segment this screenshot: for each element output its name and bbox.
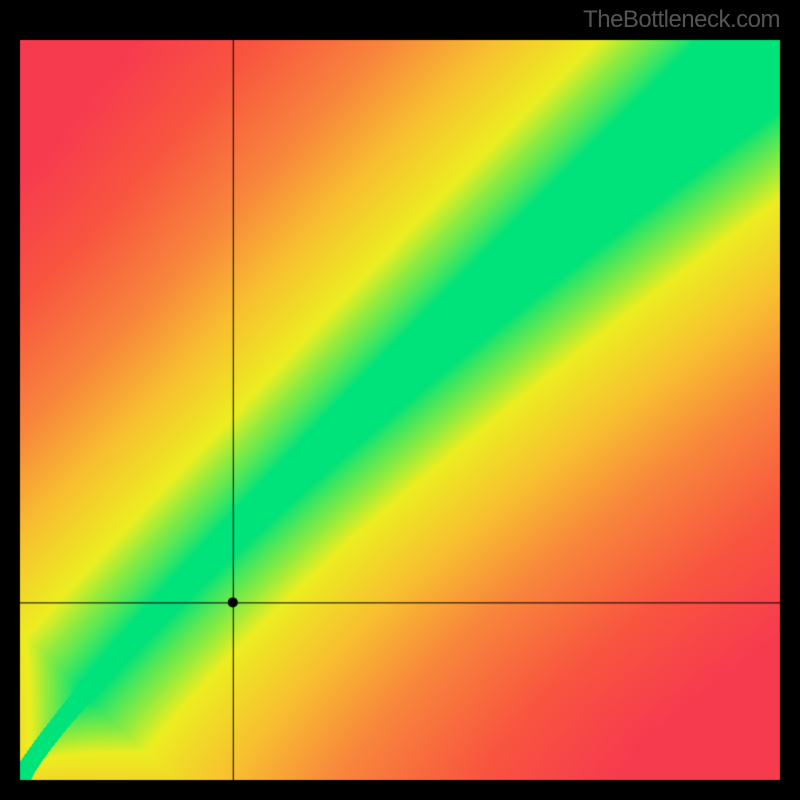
chart-container: TheBottleneck.com: [0, 0, 800, 800]
watermark-text: TheBottleneck.com: [583, 6, 780, 34]
bottleneck-heatmap: [0, 0, 800, 800]
